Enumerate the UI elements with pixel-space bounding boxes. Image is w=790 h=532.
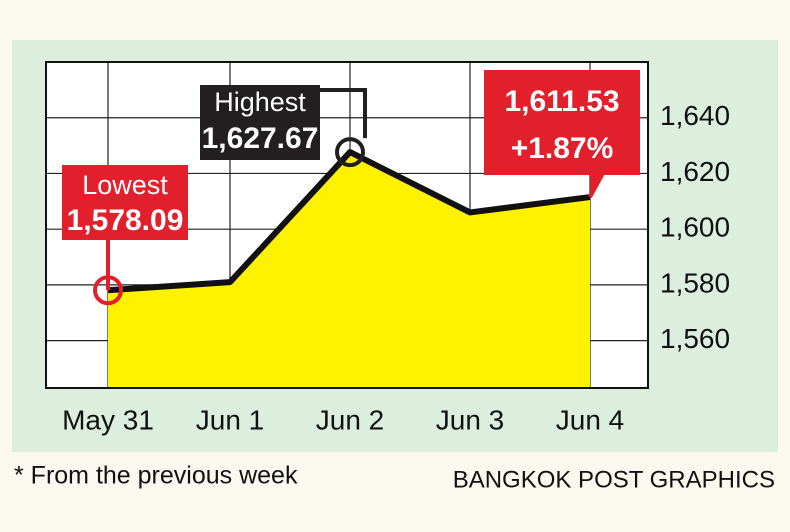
footnote: * From the previous week bbox=[14, 462, 298, 490]
y-tick-label: 1,620 bbox=[660, 156, 730, 187]
x-tick-label: Jun 1 bbox=[196, 404, 265, 435]
x-tick-label: Jun 3 bbox=[436, 404, 505, 435]
connector bbox=[320, 88, 367, 139]
source: BANGKOK POST GRAPHICS bbox=[453, 466, 775, 493]
x-tick-label: Jun 2 bbox=[316, 404, 385, 435]
annotation-text: 1,611.53 bbox=[504, 85, 619, 118]
annotation-text: 1,578.09 bbox=[67, 204, 184, 237]
x-tick-label: May 31 bbox=[62, 404, 154, 435]
annotation-text: Highest bbox=[214, 87, 306, 117]
area bbox=[108, 152, 590, 388]
annotation-text: +1.87% bbox=[511, 132, 614, 165]
point-marker bbox=[335, 137, 365, 168]
annotation-text: 1,627.67 bbox=[202, 122, 319, 155]
annotation-box bbox=[484, 70, 640, 175]
line bbox=[107, 149, 591, 294]
plot-border bbox=[45, 61, 649, 389]
annotation-box bbox=[62, 165, 188, 240]
annotation-box bbox=[200, 85, 320, 160]
y-tick-label: 1,600 bbox=[660, 212, 730, 243]
annotation-text: Lowest bbox=[82, 170, 168, 200]
y-tick-label: 1,640 bbox=[660, 100, 730, 131]
y-tick-label: 1,560 bbox=[660, 323, 730, 354]
y-tick-label: 1,580 bbox=[660, 267, 730, 298]
point-marker bbox=[93, 275, 123, 306]
x-tick-label: Jun 4 bbox=[556, 404, 625, 435]
